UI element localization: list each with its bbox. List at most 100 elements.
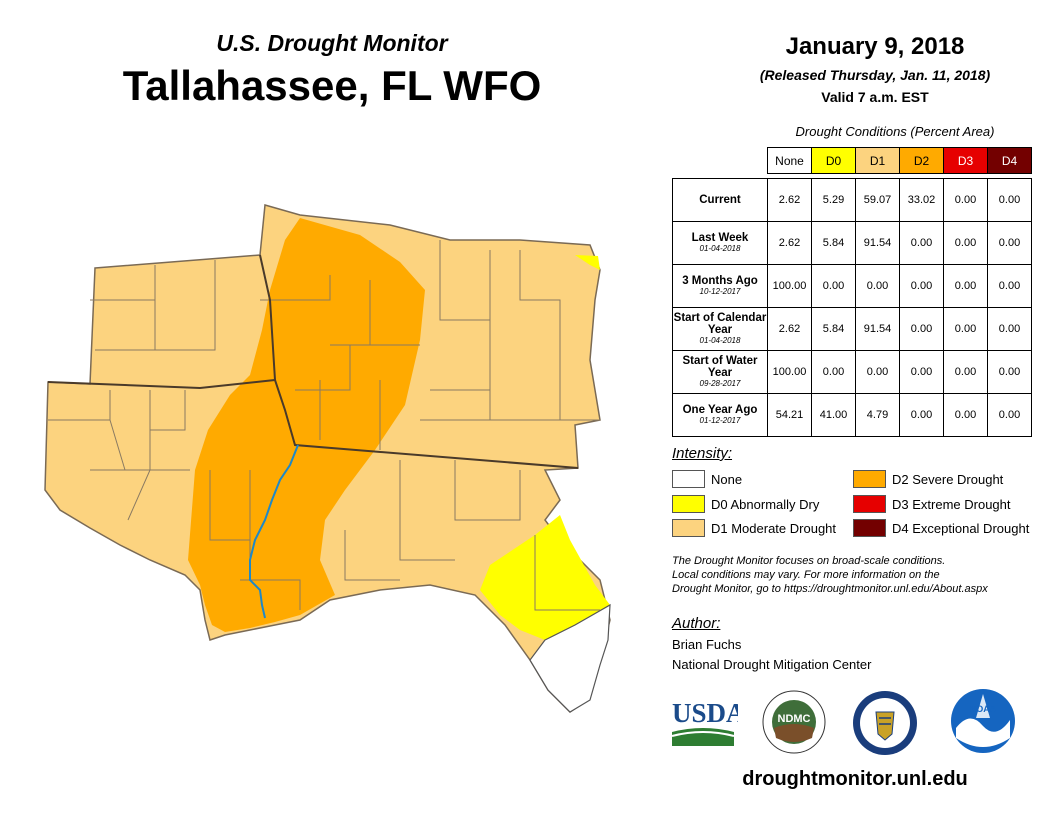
legend-label: D1 Moderate Drought (711, 520, 837, 536)
legend-item-d3: D3 Extreme Drought (853, 495, 1011, 513)
table-cell: 0.00 (899, 350, 944, 394)
table-row: Last Week 01-04-2018 2.62 5.84 91.54 0.00 0.00… (672, 221, 1032, 265)
table-cell: 41.00 (811, 393, 856, 437)
legend-title: Intensity: (672, 445, 733, 462)
table-cell: 2.62 (767, 178, 812, 222)
state-lines (47, 254, 579, 469)
release-date: (Released Thursday, Jan. 11, 2018) (759, 67, 991, 83)
row-date: 01-12-2017 (699, 416, 741, 425)
legend-item-none: None (672, 470, 742, 488)
region-d0 (480, 515, 610, 640)
river (249, 444, 299, 619)
table-cell: 100.00 (767, 264, 812, 308)
table-cell: 0.00 (987, 393, 1032, 437)
column-header: None (767, 147, 812, 174)
table-row: 3 Months Ago 10-12-2017 100.00 0.00 0.00 0.00… (672, 264, 1032, 308)
table-cell: 0.00 (811, 264, 856, 308)
note-line: Drought Monitor, go to https://droughtmo… (672, 583, 988, 595)
row-label-text: Current (699, 194, 741, 206)
table-cell: 0.00 (987, 221, 1032, 265)
ndmc-logo: NDMC (762, 690, 826, 754)
author-title: Author: (672, 615, 721, 632)
column-header: D4 (987, 147, 1032, 174)
table-cell: 0.00 (855, 350, 900, 394)
row-label: 3 Months Ago 10-12-2017 (672, 264, 768, 308)
table-cell: 5.29 (811, 178, 856, 222)
table-cell: 5.84 (811, 307, 856, 351)
table-cell: 0.00 (899, 221, 944, 265)
table-row: Start of Water Year 09-28-2017 100.00 0.00 0… (672, 350, 1032, 394)
table-cell: 0.00 (987, 178, 1032, 222)
row-label-text: Start of Calendar Year (673, 312, 767, 336)
author-org: National Drought Mitigation Center (672, 657, 872, 672)
footer-url[interactable]: droughtmonitor.unl.edu (742, 768, 968, 790)
table-cell: 2.62 (767, 307, 812, 351)
ndmc-logo-text: NDMC (778, 713, 811, 725)
table-cell: 5.84 (811, 221, 856, 265)
table-cell: 59.07 (855, 178, 900, 222)
table-cell: 0.00 (899, 264, 944, 308)
table-cell: 0.00 (943, 307, 988, 351)
region-d0-north (575, 255, 600, 270)
region-none (529, 603, 611, 713)
legend-item-d4: D4 Exceptional Drought (853, 519, 1029, 537)
row-date: 09-28-2017 (699, 379, 741, 388)
legend-swatch (672, 519, 705, 537)
legend-item-d0: D0 Abnormally Dry (672, 495, 819, 513)
legend-swatch (853, 519, 886, 537)
table-cell: 0.00 (899, 393, 944, 437)
table-cell: 0.00 (987, 307, 1032, 351)
column-header: D2 (899, 147, 944, 174)
drought-conditions-table: None D0 D1 D2 D3 D4 Current 2.62 5.29 59.07… (672, 147, 1032, 437)
table-cell: 0.00 (943, 264, 988, 308)
map-date: January 9, 2018 (785, 33, 965, 60)
table-cell: 0.00 (811, 350, 856, 394)
table-header-row: None D0 D1 D2 D3 D4 (673, 147, 1032, 174)
legend-label: None (711, 471, 743, 487)
table-cell: 54.21 (767, 393, 812, 437)
row-label: One Year Ago 01-12-2017 (672, 393, 768, 437)
legend-swatch (672, 495, 705, 513)
table-cell: 0.00 (987, 264, 1032, 308)
row-date: 01-04-2018 (699, 336, 741, 345)
map-title: Tallahassee, FL WFO (122, 62, 542, 109)
legend-label: D2 Severe Drought (892, 471, 1004, 487)
legend-swatch (853, 495, 886, 513)
table-cell: 33.02 (899, 178, 944, 222)
usda-logo: USDA (671, 698, 738, 746)
author-name: Brian Fuchs (672, 637, 742, 652)
table-cell: 2.62 (767, 221, 812, 265)
note-line: The Drought Monitor focuses on broad-sca… (672, 555, 946, 567)
table-caption: Drought Conditions (Percent Area) (795, 124, 995, 139)
row-label: Start of Calendar Year 01-04-2018 (672, 307, 768, 351)
table-cell: 91.54 (855, 307, 900, 351)
table-cell: 0.00 (943, 178, 988, 222)
usda-logo-text: USDA (672, 698, 738, 728)
row-label-text: Start of Water Year (682, 355, 758, 379)
row-label-text: Last Week (691, 232, 749, 244)
legend-label: D0 Abnormally Dry (711, 496, 820, 512)
county-lines (48, 240, 600, 611)
table-row: Start of Calendar Year 01-04-2018 2.62 5.84… (672, 307, 1032, 351)
row-label: Current (672, 178, 768, 222)
table-cell: 0.00 (943, 393, 988, 437)
column-header: D1 (855, 147, 900, 174)
table-cell: 0.00 (855, 264, 900, 308)
legend-label: D4 Exceptional Drought (892, 520, 1030, 536)
valid-time: Valid 7 a.m. EST (821, 89, 929, 105)
noaa-logo-text: NOAA (970, 704, 997, 714)
legend-label: D3 Extreme Drought (892, 496, 1011, 512)
row-label-text: 3 Months Ago (682, 275, 758, 287)
table-cell: 100.00 (767, 350, 812, 394)
map-subtitle: U.S. Drought Monitor (216, 30, 448, 56)
monitor-note: The Drought Monitor focuses on broad-sca… (672, 554, 1047, 596)
table-cell: 0.00 (943, 350, 988, 394)
region-d2 (188, 218, 425, 632)
row-date: 01-04-2018 (699, 244, 741, 253)
table-cell: 0.00 (899, 307, 944, 351)
row-date: 10-12-2017 (699, 287, 741, 296)
commerce-seal (853, 691, 917, 755)
table-row: One Year Ago 01-12-2017 54.21 41.00 4.79 0.00… (672, 393, 1032, 437)
row-label: Last Week 01-04-2018 (672, 221, 768, 265)
drought-map (44, 204, 611, 713)
